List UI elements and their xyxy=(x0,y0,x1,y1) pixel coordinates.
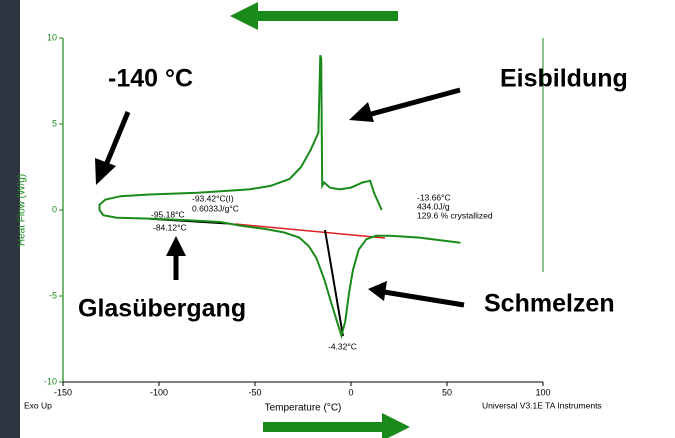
x-tick-label: 0 xyxy=(348,387,353,397)
annotation: -4.32°C xyxy=(328,341,357,351)
annotation: 0.6033J/g°C xyxy=(192,203,239,213)
melt-baseline xyxy=(235,224,385,238)
annotation: 129.6 % crystallized xyxy=(417,210,493,220)
arrow-head xyxy=(368,281,387,301)
arrow xyxy=(364,90,460,116)
arrow-head xyxy=(166,236,186,256)
arrow-head xyxy=(349,102,374,122)
x-tick-label: -150 xyxy=(54,387,72,397)
annotation: Exo Up xyxy=(24,400,52,410)
x-tick-label: 50 xyxy=(442,387,452,397)
annotation: Glasübergang xyxy=(78,295,246,323)
annotation: -95.18°C xyxy=(151,209,185,219)
annotation: Universal V3.1E TA Instruments xyxy=(482,400,602,410)
y-tick-label: 0 xyxy=(52,204,57,214)
y-tick-label: 5 xyxy=(52,118,57,128)
x-axis-label: Temperature (°C) xyxy=(265,403,342,414)
y-axis-label: Heat Flow (W/g) xyxy=(17,174,28,246)
arrow xyxy=(104,112,128,170)
y-tick-label: 10 xyxy=(47,32,57,42)
arrow-left xyxy=(230,2,398,30)
annotation: Schmelzen xyxy=(484,290,615,318)
x-tick-label: -100 xyxy=(150,387,168,397)
pointer-arrows xyxy=(95,90,464,305)
melt-tangent xyxy=(325,230,343,336)
annotation: -140 °C xyxy=(108,65,193,93)
arrow-head xyxy=(95,158,116,185)
annotation: -93.42°C(I) xyxy=(192,193,234,203)
x-tick-label: 100 xyxy=(535,387,550,397)
annotation: Eisbildung xyxy=(500,65,628,93)
arrow-right xyxy=(263,413,410,438)
arrow xyxy=(384,292,464,305)
x-tick-label: -50 xyxy=(248,387,261,397)
chart: -150-100-50050100-10-50510 -140 °C Eisbi… xyxy=(0,0,675,438)
y-tick-label: -10 xyxy=(44,376,57,386)
y-tick-label: -5 xyxy=(49,290,57,300)
annotation: -84.12°C xyxy=(153,222,187,232)
